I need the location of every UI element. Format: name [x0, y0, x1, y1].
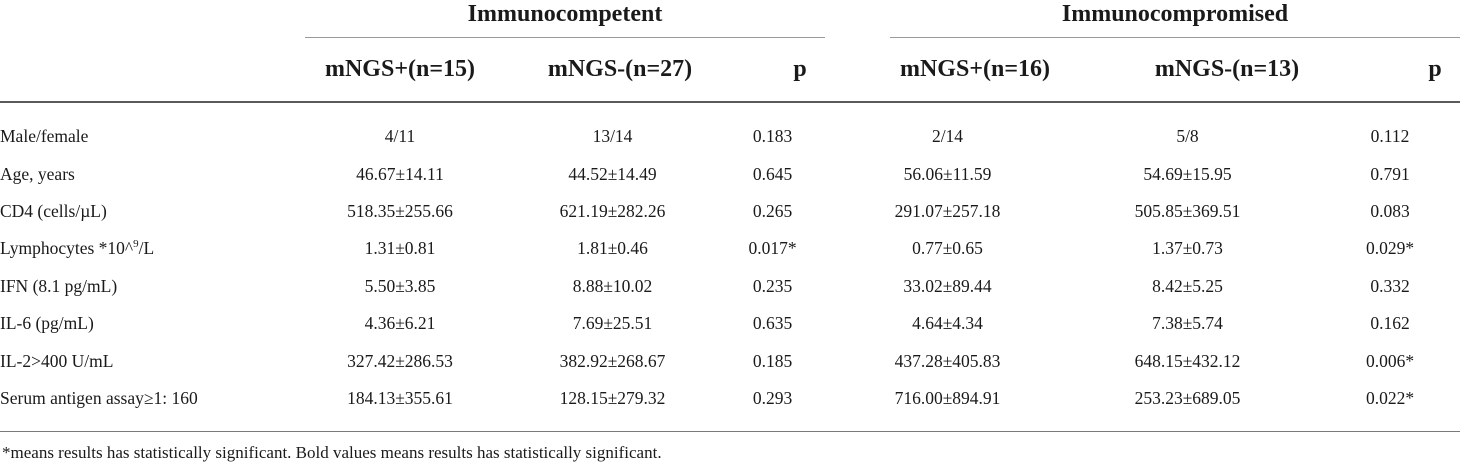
cell: 0.77±0.65 — [912, 238, 983, 259]
row-label: Lymphocytes *10^9/L — [0, 238, 155, 259]
p-value: 0.645 — [752, 163, 793, 184]
cell: 716.00±894.91 — [894, 387, 1001, 408]
cell: 56.06±11.59 — [903, 163, 992, 184]
row-label: Age, years — [0, 163, 75, 184]
col-header-ic-mngs-pos: mNGS+(n=15) — [324, 56, 476, 82]
p-value: 0.083 — [1370, 200, 1410, 221]
cell: 7.69±25.51 — [572, 313, 653, 334]
row-label: IL-6 (pg/mL) — [0, 313, 94, 334]
row-label: IL-2>400 U/mL — [0, 350, 114, 371]
p-value: 0.635 — [752, 313, 793, 334]
p-value: 0.332 — [1370, 275, 1410, 296]
table-row: CD4 (cells/µL) 518.35±255.66 621.19±282.… — [0, 193, 1460, 230]
table-row: IFN (8.1 pg/mL) 5.50±3.85 8.88±10.02 0.2… — [0, 268, 1460, 305]
col-header-icp-mngs-neg: mNGS-(n=13) — [1154, 56, 1300, 82]
header-rule — [0, 101, 1460, 103]
cell: 2/14 — [931, 126, 964, 147]
cell: 4/11 — [384, 126, 416, 147]
cell: 33.02±89.44 — [903, 275, 992, 296]
table-row: IL-6 (pg/mL) 4.36±6.21 7.69±25.51 0.635 … — [0, 305, 1460, 342]
cell: 1.31±0.81 — [364, 238, 436, 259]
table-row: Lymphocytes *10^9/L 1.31±0.81 1.81±0.46 … — [0, 230, 1460, 267]
col-header-ic-mngs-neg: mNGS-(n=27) — [547, 56, 693, 82]
cell: 8.42±5.25 — [1152, 275, 1223, 296]
p-value: 0.162 — [1370, 313, 1410, 334]
group-underline-left — [305, 37, 825, 38]
cell: 54.69±15.95 — [1143, 163, 1232, 184]
cell: 8.88±10.02 — [572, 275, 653, 296]
p-value: 0.293 — [752, 387, 793, 408]
col-header-icp-p: p — [1428, 56, 1442, 82]
row-label: Serum antigen assay≥1: 160 — [0, 387, 198, 408]
col-header-ic-p: p — [793, 56, 807, 82]
p-value: 0.183 — [752, 126, 793, 147]
row-label: IFN (8.1 pg/mL) — [0, 275, 118, 296]
p-value: 0.791 — [1370, 163, 1410, 184]
cell: 291.07±257.18 — [894, 200, 1001, 221]
cell: 382.92±268.67 — [559, 350, 666, 371]
group-header-immunocompetent: Immunocompetent — [467, 1, 663, 27]
cell: 1.37±0.73 — [1152, 238, 1223, 259]
row-label: CD4 (cells/µL) — [0, 200, 107, 221]
p-value-significant: 0.029* — [1365, 238, 1415, 259]
cell: 4.36±6.21 — [364, 313, 436, 334]
cell: 46.67±14.11 — [356, 163, 444, 184]
table-row: Age, years 46.67±14.11 44.52±14.49 0.645… — [0, 155, 1460, 192]
cell: 184.13±355.61 — [347, 387, 453, 408]
p-value: 0.185 — [752, 350, 793, 371]
cell: 5.50±3.85 — [364, 275, 436, 296]
col-header-icp-mngs-pos: mNGS+(n=16) — [899, 56, 1051, 82]
cell: 253.23±689.05 — [1134, 387, 1241, 408]
table-row: IL-2>400 U/mL 327.42±286.53 382.92±268.6… — [0, 342, 1460, 379]
cell: 13/14 — [592, 126, 633, 147]
p-value-significant: 0.022* — [1365, 387, 1415, 408]
cell: 437.28±405.83 — [894, 350, 1001, 371]
cell: 621.19±282.26 — [559, 200, 666, 221]
cell: 518.35±255.66 — [347, 200, 453, 221]
p-value: 0.265 — [752, 200, 793, 221]
cell: 505.85±369.51 — [1134, 200, 1241, 221]
cell: 7.38±5.74 — [1152, 313, 1223, 334]
cell: 327.42±286.53 — [347, 350, 453, 371]
table-row: Male/female 4/11 13/14 0.183 2/14 5/8 0.… — [0, 118, 1460, 155]
cell: 44.52±14.49 — [568, 163, 657, 184]
p-value-significant: 0.017* — [748, 238, 797, 259]
cell: 1.81±0.46 — [577, 238, 648, 259]
group-header-immunocompromised: Immunocompromised — [1061, 1, 1289, 27]
cell: 648.15±432.12 — [1134, 350, 1241, 371]
cell: 5/8 — [1176, 126, 1199, 147]
table-footnote: *means results has statistically signifi… — [2, 443, 662, 462]
cell: 4.64±4.34 — [912, 313, 983, 334]
group-underline-right — [890, 37, 1460, 38]
row-label: Male/female — [0, 126, 89, 147]
bottom-rule — [0, 431, 1460, 432]
p-value: 0.235 — [752, 275, 793, 296]
p-value: 0.112 — [1370, 126, 1410, 147]
table-row: Serum antigen assay≥1: 160 184.13±355.61… — [0, 380, 1460, 417]
cell: 128.15±279.32 — [559, 387, 666, 408]
data-table: Male/female 4/11 13/14 0.183 2/14 5/8 0.… — [0, 118, 1460, 417]
p-value-significant: 0.006* — [1365, 350, 1415, 371]
